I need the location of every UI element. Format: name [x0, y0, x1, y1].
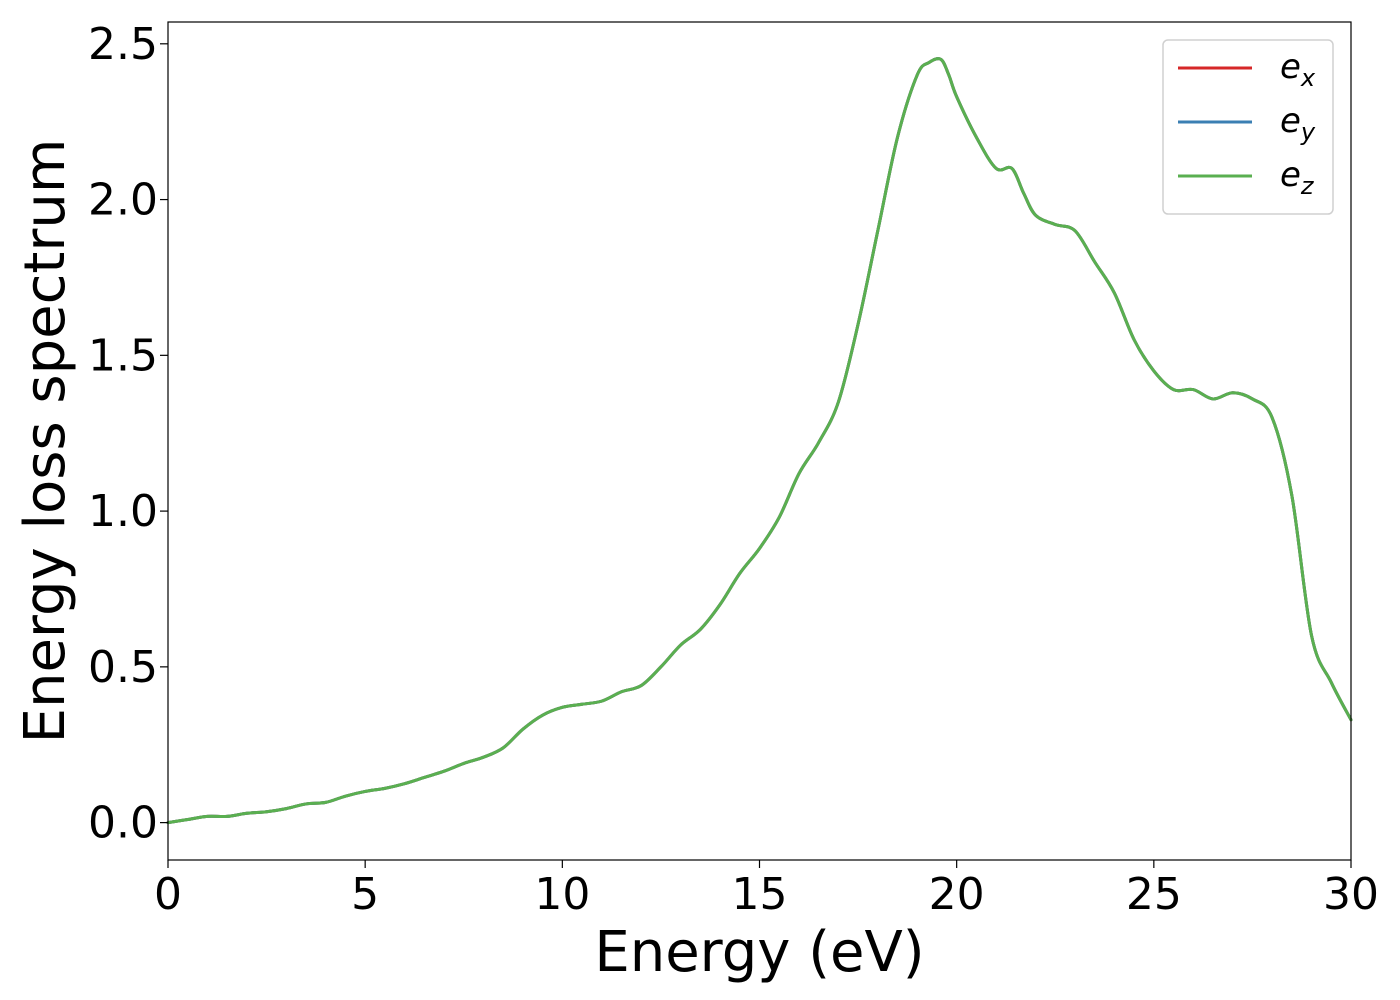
x-tick-label: 25: [1126, 869, 1182, 920]
legend-items: ex ey ez: [1178, 47, 1316, 200]
y-tick-label: 0.5: [88, 642, 158, 693]
legend: ex ey ez: [1162, 39, 1334, 215]
x-tick-label: 30: [1323, 869, 1379, 920]
x-tick-label: 20: [929, 869, 985, 920]
series-line-ez: [166, 57, 1353, 825]
y-tick-label: 2.5: [88, 19, 158, 70]
legend-label-ez: ez: [1280, 155, 1315, 200]
x-axis-title: Energy (eV): [594, 920, 924, 985]
x-tick-label: 10: [534, 869, 590, 920]
x-tick-label: 5: [351, 869, 379, 920]
y-tick-label: 0.0: [88, 798, 158, 849]
x-axis-ticks: 0 5 10 15 20 25 30: [154, 860, 1379, 920]
y-axis-title: Energy loss spectrum: [13, 139, 78, 744]
y-tick-label: 1.5: [88, 330, 158, 381]
y-axis-ticks: 0.0 0.5 1.0 1.5 2.0 2.5: [88, 19, 168, 849]
x-tick-label: 0: [154, 869, 182, 920]
y-tick-label: 1.0: [88, 486, 158, 537]
legend-label-ex: ex: [1280, 47, 1316, 92]
legend-box: [1162, 39, 1334, 215]
y-tick-label: 2.0: [88, 175, 158, 226]
legend-label-ey: ey: [1280, 101, 1316, 146]
x-tick-label: 15: [732, 869, 788, 920]
series-layer: [166, 57, 1353, 825]
